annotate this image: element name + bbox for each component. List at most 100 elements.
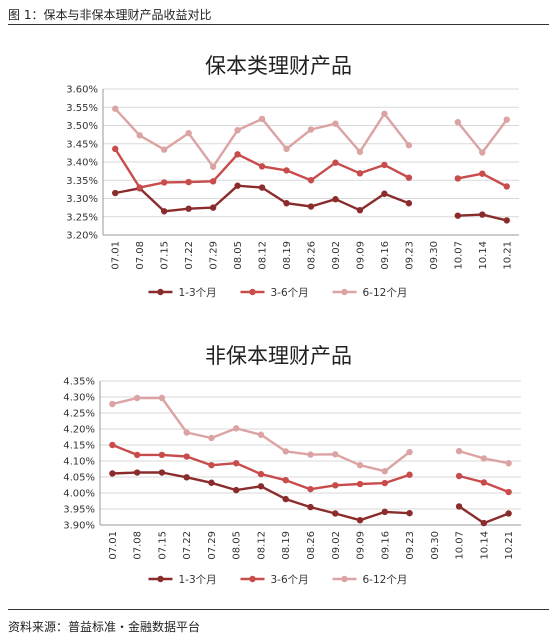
data-point: [258, 115, 266, 123]
data-point: [332, 196, 339, 203]
legend-swatch-marker: [341, 575, 348, 583]
data-point: [381, 161, 388, 169]
chart-title: 非保本理财产品: [205, 344, 352, 368]
data-point: [356, 517, 364, 524]
x-tick-label: 09.30: [429, 241, 440, 270]
x-tick-label: 09.16: [380, 531, 391, 560]
data-point: [381, 190, 388, 197]
data-point: [109, 470, 116, 477]
legend-label: 1-3个月: [179, 574, 217, 586]
data-point: [332, 510, 339, 517]
x-tick-label: 10.14: [479, 531, 490, 560]
x-tick-label: 08.26: [307, 241, 318, 270]
data-point: [283, 167, 290, 174]
data-point: [160, 179, 168, 186]
series-line: [456, 118, 508, 154]
data-point: [505, 488, 512, 496]
data-point: [332, 120, 339, 127]
x-tick-label: 07.08: [135, 241, 146, 270]
chart-title: 保本类理财产品: [205, 54, 352, 78]
data-point: [208, 479, 215, 486]
data-point: [406, 509, 413, 517]
y-tick-label: 3.55%: [66, 103, 98, 114]
x-tick-label: 08.05: [233, 241, 244, 270]
y-tick-label: 3.50%: [66, 121, 98, 132]
data-point: [455, 447, 463, 455]
x-tick-label: 07.15: [160, 241, 171, 270]
y-tick-label: 4.25%: [63, 409, 95, 420]
x-tick-label: 08.12: [258, 241, 269, 270]
data-point: [381, 508, 388, 516]
data-point: [112, 145, 119, 153]
x-tick-label: 10.14: [478, 241, 489, 270]
data-point: [209, 163, 217, 170]
y-tick-label: 4.35%: [63, 377, 95, 388]
data-point: [307, 503, 314, 511]
data-point: [158, 394, 166, 402]
data-point: [160, 146, 168, 153]
data-point: [158, 451, 166, 459]
data-point: [503, 217, 510, 224]
data-point: [209, 178, 217, 185]
x-tick-label: 10.21: [504, 531, 515, 560]
x-tick-label: 08.19: [282, 241, 293, 270]
data-point: [158, 469, 166, 476]
data-point: [257, 470, 265, 478]
data-point: [454, 212, 462, 219]
legend-swatch-marker: [249, 288, 256, 296]
data-point: [234, 151, 241, 158]
data-point: [480, 519, 488, 527]
data-point: [109, 441, 116, 449]
data-point: [282, 448, 289, 455]
data-point: [112, 105, 119, 112]
data-point: [381, 110, 388, 118]
x-tick-label: 07.29: [207, 531, 218, 560]
data-point: [356, 461, 364, 469]
data-point: [307, 177, 315, 184]
legend-swatch-marker: [157, 288, 164, 296]
series-line: [112, 471, 410, 522]
data-point: [503, 116, 510, 123]
data-point: [112, 189, 119, 197]
x-tick-label: 09.09: [356, 531, 367, 560]
data-point: [307, 126, 315, 133]
chart-nonguaranteed: 非保本理财产品 3.90% 3.95% 4.00% 4.05% 4.10% 4.15% 4.…: [0, 326, 557, 604]
data-point: [208, 461, 215, 469]
y-tick-label: 3.95%: [63, 505, 95, 516]
y-tick-label: 4.10%: [63, 457, 95, 468]
y-tick-label: 3.20%: [66, 231, 98, 242]
y-tick-label: 3.45%: [66, 139, 98, 150]
data-point: [455, 472, 463, 480]
data-point: [479, 211, 486, 218]
y-tick-label: 3.90%: [63, 521, 95, 532]
data-point: [133, 394, 141, 402]
legend-label: 3-6个月: [271, 287, 309, 299]
data-point: [283, 200, 290, 207]
data-point: [282, 477, 289, 484]
data-point: [233, 425, 240, 432]
data-point: [505, 460, 512, 467]
data-point: [356, 170, 364, 177]
data-point: [258, 163, 266, 170]
data-point: [405, 174, 413, 181]
data-point: [505, 510, 512, 517]
data-point: [234, 127, 241, 134]
data-point: [160, 208, 168, 215]
legend-label: 6-12个月: [363, 574, 408, 586]
data-point: [307, 485, 314, 493]
x-tick-label: 09.02: [331, 241, 342, 270]
data-point: [381, 479, 388, 487]
data-point: [258, 184, 266, 191]
data-point: [136, 132, 143, 139]
data-point: [332, 159, 339, 166]
data-point: [406, 471, 413, 478]
data-point: [233, 460, 240, 467]
data-point: [381, 468, 388, 475]
x-tick-label: 07.15: [157, 531, 168, 560]
x-tick-label: 10.07: [453, 241, 464, 270]
chart-nonguaranteed-svg: 3.90% 3.95% 4.00% 4.05% 4.10% 4.15% 4.20% 4.25%…: [63, 377, 521, 586]
y-tick-label: 3.35%: [66, 176, 98, 187]
legend-swatch-marker: [157, 575, 164, 583]
chart-guaranteed-svg: 3.20% 3.25% 3.30% 3.35% 3.40% 3.45% 3.50% 3.55%…: [66, 85, 519, 299]
x-tick-label: 07.01: [108, 531, 119, 560]
